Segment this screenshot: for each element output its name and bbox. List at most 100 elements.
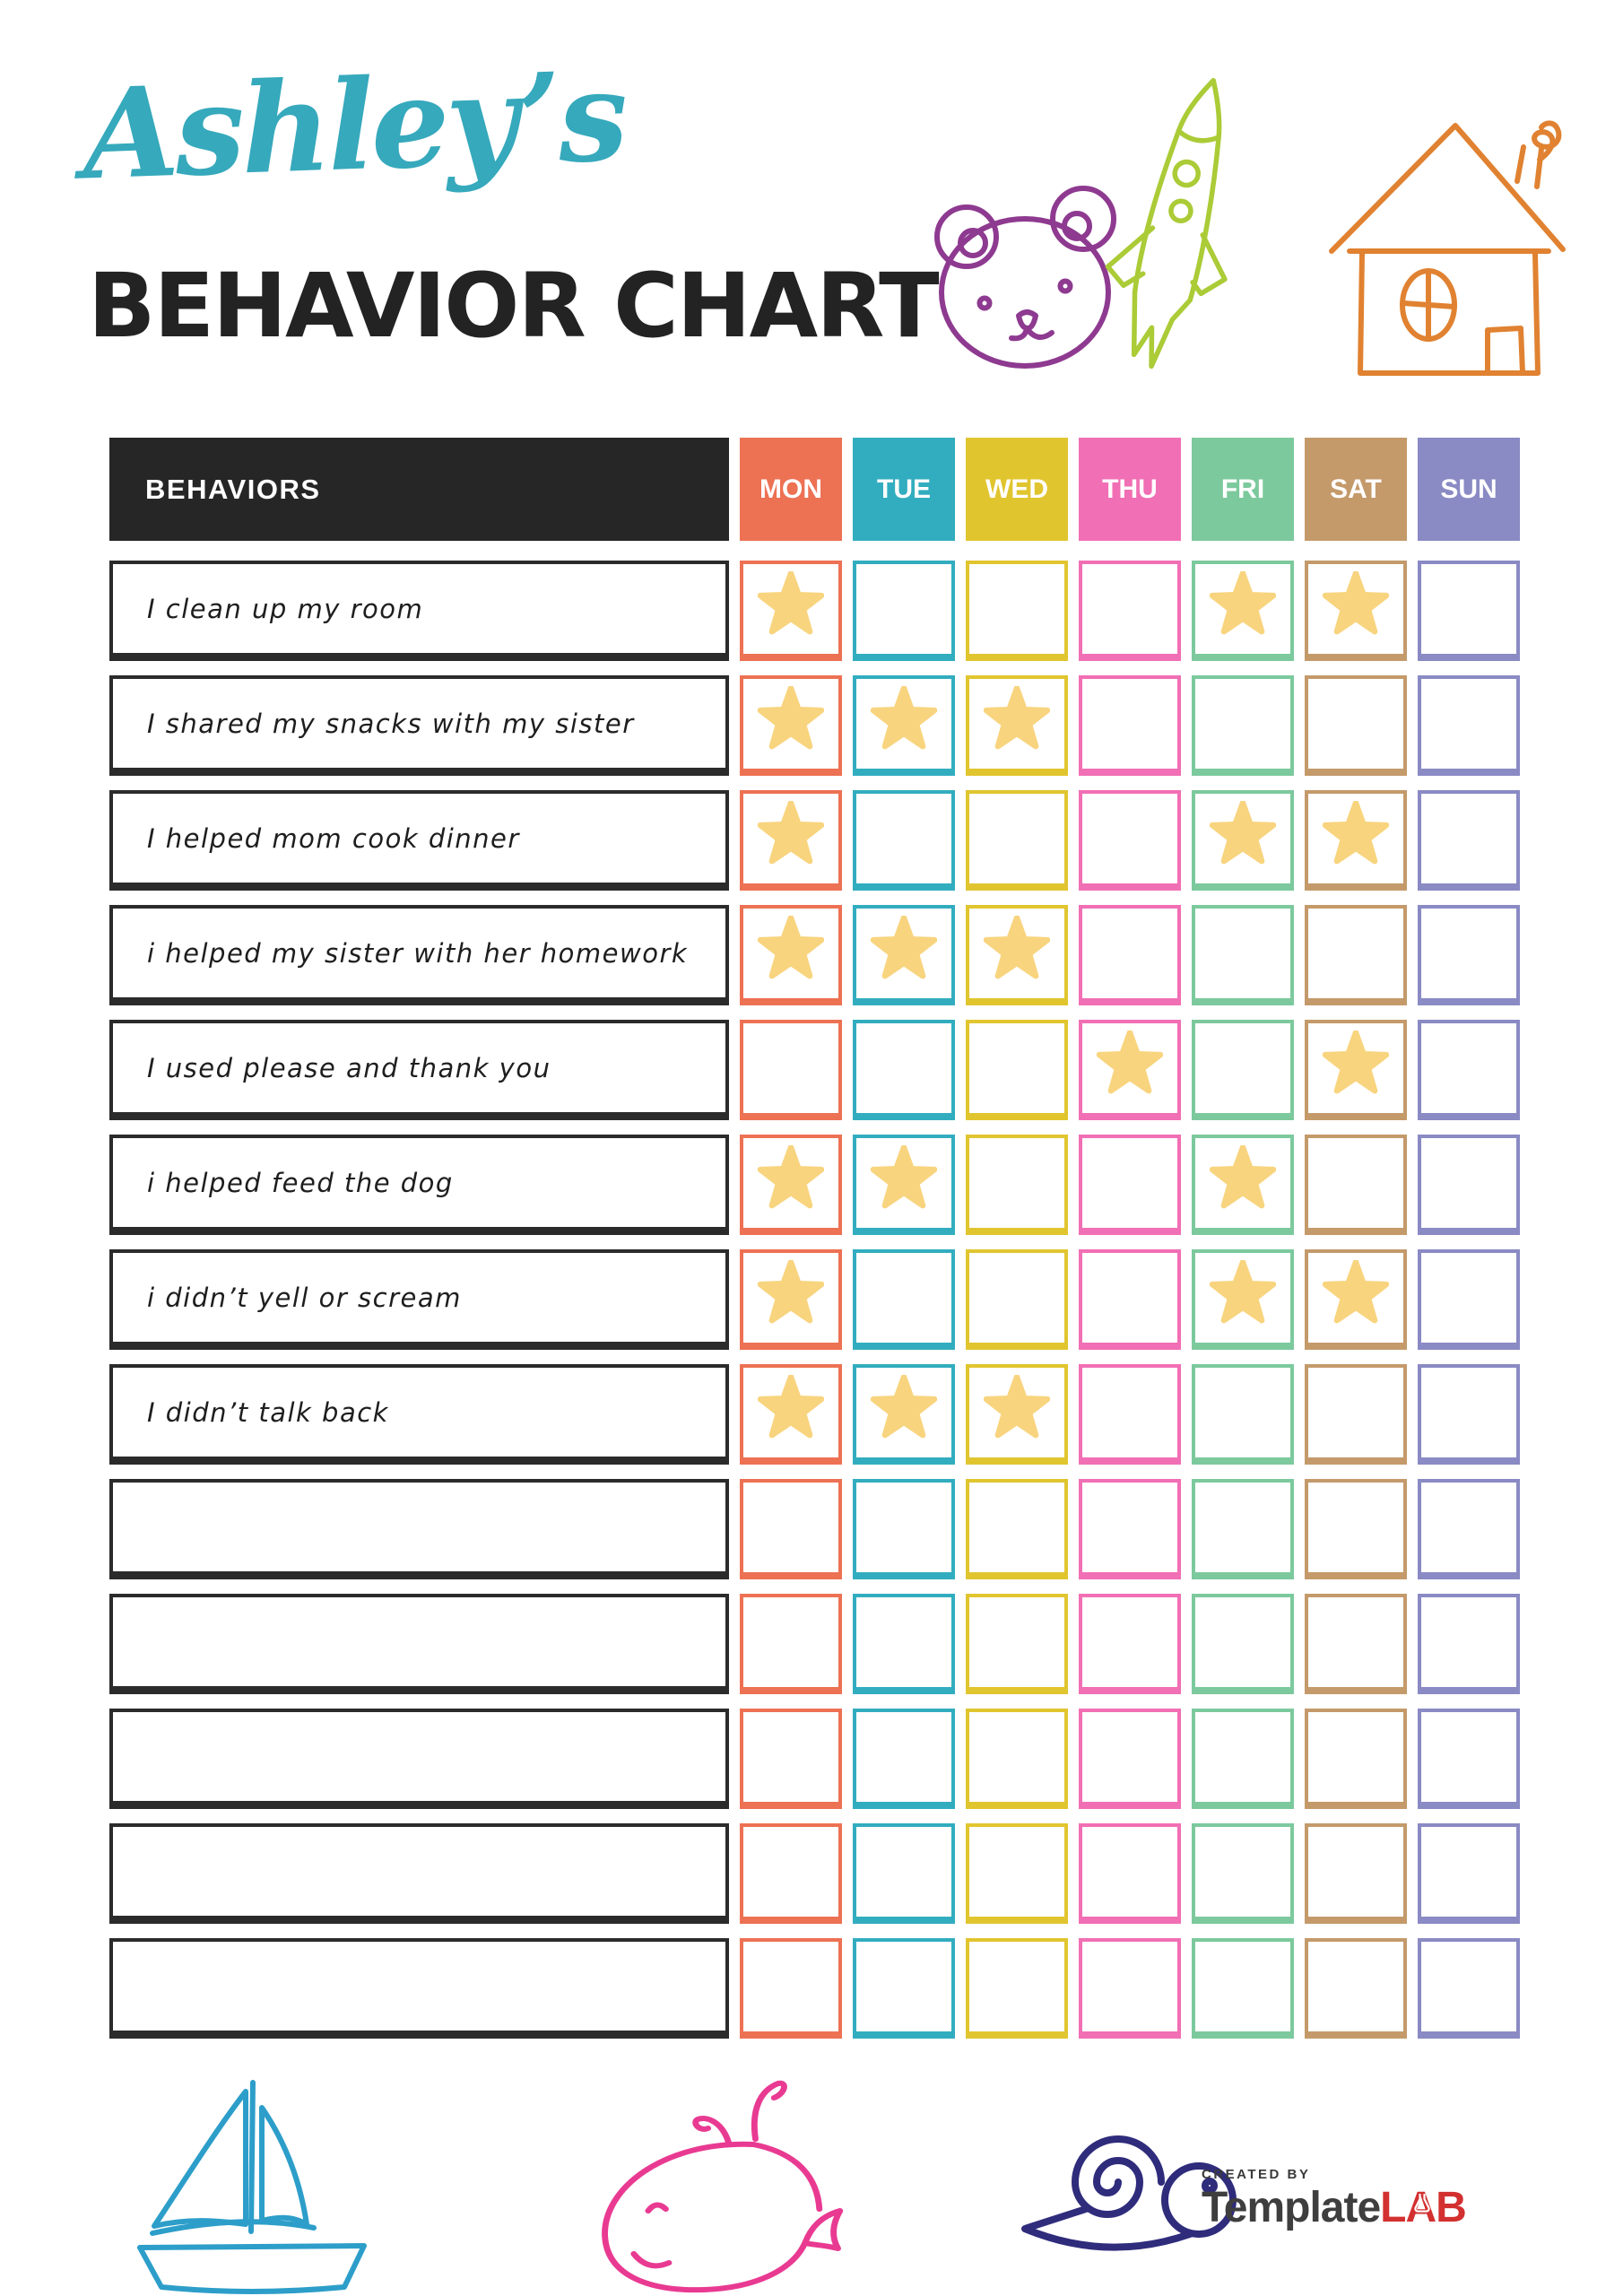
day-cell-mon	[740, 1135, 842, 1235]
day-cell-sat	[1305, 1364, 1407, 1465]
day-cell-sun	[1418, 790, 1520, 891]
star-icon	[984, 1375, 1050, 1439]
bottom-doodles	[137, 2080, 1237, 2294]
star-icon	[1210, 1260, 1276, 1324]
table-row: I shared my snacks with my sister	[109, 675, 1523, 776]
day-cell-fri	[1192, 790, 1294, 891]
behavior-cell: i helped feed the dog	[109, 1135, 729, 1235]
star-icon	[984, 916, 1050, 979]
day-header-wed: WED	[966, 438, 1068, 541]
star-icon	[871, 1145, 937, 1209]
day-header-thu: THU	[1079, 438, 1181, 541]
star-icon	[984, 686, 1050, 750]
day-cell-tue	[853, 1020, 955, 1120]
day-cell-thu	[1079, 561, 1181, 661]
behavior-cell	[109, 1479, 729, 1579]
day-cell-mon	[740, 561, 842, 661]
table-header-row: BEHAVIORS MON TUE WED THU FRI SAT SUN	[109, 438, 1523, 541]
day-cell-tue	[853, 1135, 955, 1235]
day-cell-sat	[1305, 1020, 1407, 1120]
day-cell-tue	[853, 1479, 955, 1579]
day-cell-mon	[740, 1020, 842, 1120]
day-cell-sat	[1305, 1479, 1407, 1579]
behavior-table: BEHAVIORS MON TUE WED THU FRI SAT SUN I clean …	[109, 438, 1523, 2053]
day-cell-fri	[1192, 1479, 1294, 1579]
day-cell-wed	[966, 1364, 1068, 1465]
day-cell-thu	[1079, 1020, 1181, 1120]
day-cell-tue	[853, 1594, 955, 1694]
day-cell-thu	[1079, 790, 1181, 891]
table-row: I clean up my room	[109, 561, 1523, 661]
behavior-cell: I didn’t talk back	[109, 1364, 729, 1465]
day-cell-mon	[740, 790, 842, 891]
day-cell-sun	[1418, 675, 1520, 776]
templatelab-logo: CREATED BY TemplateLA B	[1202, 2167, 1467, 2232]
snail-icon	[1021, 2135, 1237, 2251]
day-cell-thu	[1079, 1364, 1181, 1465]
created-by-label: CREATED BY	[1202, 2167, 1311, 2182]
day-cell-tue	[853, 1709, 955, 1809]
brand-accent-letter: A	[1405, 2184, 1437, 2231]
day-cell-fri	[1192, 1364, 1294, 1465]
day-cell-wed	[966, 1709, 1068, 1809]
star-icon	[871, 1375, 937, 1439]
day-cell-fri	[1192, 1594, 1294, 1694]
day-cell-sun	[1418, 1020, 1520, 1120]
behavior-cell	[109, 1938, 729, 2039]
brand-accent-letter: B	[1436, 2184, 1467, 2231]
day-cell-mon	[740, 1709, 842, 1809]
day-cell-sat	[1305, 1249, 1407, 1350]
day-cell-sat	[1305, 1135, 1407, 1235]
day-cell-wed	[966, 1020, 1068, 1120]
day-cell-wed	[966, 1938, 1068, 2039]
table-row: i helped feed the dog	[109, 1135, 1523, 1235]
behavior-cell	[109, 1823, 729, 1924]
day-cell-fri	[1192, 1135, 1294, 1235]
day-cell-mon	[740, 1364, 842, 1465]
day-cell-wed	[966, 905, 1068, 1005]
day-cell-thu	[1079, 675, 1181, 776]
table-row	[109, 1938, 1523, 2039]
star-icon	[758, 1375, 824, 1439]
day-cell-thu	[1079, 1135, 1181, 1235]
day-headers: MON TUE WED THU FRI SAT SUN	[740, 438, 1520, 541]
day-cell-tue	[853, 561, 955, 661]
table-row: I used please and thank you	[109, 1020, 1523, 1120]
house-icon	[1329, 120, 1566, 376]
day-header-fri: FRI	[1192, 438, 1294, 541]
behavior-cell: I helped mom cook dinner	[109, 790, 729, 891]
day-cell-tue	[853, 675, 955, 776]
day-cell-thu	[1079, 1249, 1181, 1350]
table-row: i didn’t yell or scream	[109, 1249, 1523, 1350]
table-row: I helped mom cook dinner	[109, 790, 1523, 891]
whale-icon	[602, 2080, 844, 2293]
day-cell-sun	[1418, 1135, 1520, 1235]
brand-accent-letter: L	[1380, 2184, 1406, 2231]
day-cell-mon	[740, 1823, 842, 1924]
star-icon	[1210, 801, 1276, 865]
day-cell-sat	[1305, 1938, 1407, 2039]
day-cell-sat	[1305, 1594, 1407, 1694]
day-cell-mon	[740, 1938, 842, 2039]
table-row	[109, 1594, 1523, 1694]
day-cell-fri	[1192, 1709, 1294, 1809]
page-title: BEHAVIOR CHART	[88, 255, 940, 358]
day-cell-thu	[1079, 1594, 1181, 1694]
day-cell-tue	[853, 1249, 955, 1350]
day-cell-wed	[966, 1249, 1068, 1350]
day-cell-wed	[966, 1479, 1068, 1579]
table-row	[109, 1709, 1523, 1809]
star-icon	[758, 1260, 824, 1324]
star-icon	[1323, 801, 1389, 865]
star-icon	[758, 1145, 824, 1209]
behavior-cell: I shared my snacks with my sister	[109, 675, 729, 776]
day-cell-sun	[1418, 1364, 1520, 1465]
behavior-cell: I used please and thank you	[109, 1020, 729, 1120]
day-cell-thu	[1079, 1709, 1181, 1809]
day-cell-thu	[1079, 1823, 1181, 1924]
day-cell-fri	[1192, 1938, 1294, 2039]
behavior-cell: i helped my sister with her homework	[109, 905, 729, 1005]
brand-name: TemplateLA B	[1202, 2183, 1467, 2232]
day-cell-sun	[1418, 905, 1520, 1005]
flask-icon	[1414, 2194, 1430, 2213]
